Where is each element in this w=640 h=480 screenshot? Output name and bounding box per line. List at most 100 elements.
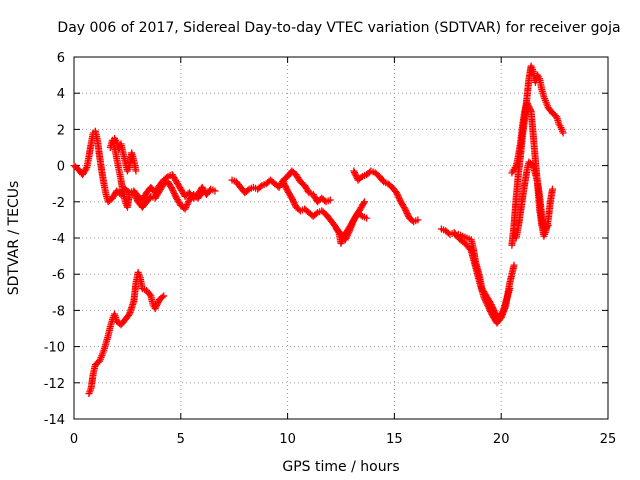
data-point	[183, 201, 191, 209]
data-point	[526, 106, 534, 114]
data-point	[363, 214, 371, 222]
data-point	[163, 174, 171, 182]
data-point	[184, 199, 192, 207]
data-point	[499, 308, 507, 316]
data-point	[525, 103, 533, 111]
data-point	[401, 205, 409, 213]
data-point	[288, 194, 296, 202]
data-point	[257, 183, 265, 191]
data-point	[506, 285, 514, 293]
y-tick-label: -14	[44, 413, 65, 428]
data-point	[153, 300, 161, 308]
data-point	[487, 301, 495, 309]
data-point	[344, 230, 352, 238]
data-point	[169, 187, 177, 195]
data-point	[395, 193, 403, 201]
data-point	[496, 312, 504, 320]
data-point	[351, 170, 359, 178]
data-points	[70, 62, 567, 398]
data-point	[548, 185, 556, 193]
data-point	[510, 261, 518, 269]
x-tick-label: 0	[70, 432, 78, 447]
data-point	[281, 181, 289, 189]
data-point	[414, 216, 422, 224]
data-point	[352, 172, 360, 180]
x-tick-labels: 0 5 10 15 20 25	[70, 432, 616, 447]
data-point	[211, 187, 219, 195]
data-point	[182, 204, 190, 212]
data-point	[393, 190, 401, 198]
data-point	[153, 302, 161, 310]
y-tick-label: -4	[52, 232, 65, 247]
data-point	[171, 191, 179, 199]
y-tick-label: 0	[57, 160, 65, 175]
x-tick-label: 10	[279, 432, 296, 447]
data-point	[181, 205, 189, 213]
x-tick-label: 5	[177, 432, 185, 447]
data-point	[559, 129, 567, 137]
data-point	[198, 189, 206, 197]
data-point	[130, 189, 138, 197]
data-point	[131, 190, 139, 198]
x-tick-label: 20	[493, 432, 510, 447]
data-point	[132, 167, 140, 175]
data-point	[244, 186, 252, 194]
data-point	[82, 165, 90, 173]
data-point	[154, 299, 162, 307]
y-tick-label: -8	[52, 304, 65, 319]
data-point	[345, 228, 353, 236]
x-axis-label: GPS time / hours	[282, 459, 399, 475]
data-point	[403, 210, 411, 218]
data-point	[312, 210, 320, 218]
data-point	[291, 200, 299, 208]
data-point	[133, 195, 141, 203]
y-axis-label: SDTVAR / TECUs	[6, 181, 22, 296]
data-point	[182, 202, 190, 210]
data-point	[402, 207, 410, 215]
data-point	[357, 211, 365, 219]
data-point	[281, 182, 289, 190]
data-point	[524, 100, 532, 108]
data-point	[394, 192, 402, 200]
y-tick-label: -12	[44, 377, 65, 392]
data-point	[132, 193, 140, 201]
data-point	[523, 98, 531, 106]
y-tick-label: -2	[52, 196, 65, 211]
x-tick-label: 15	[386, 432, 403, 447]
data-point	[280, 179, 288, 187]
data-point	[170, 188, 178, 196]
data-point	[526, 104, 534, 112]
data-point	[289, 197, 297, 205]
data-point	[343, 233, 351, 241]
data-point	[342, 234, 350, 242]
y-tick-label: -10	[44, 341, 65, 356]
data-point	[497, 311, 505, 319]
y-tick-label: -6	[52, 268, 65, 283]
data-point	[488, 302, 496, 310]
data-point	[487, 299, 495, 307]
data-point	[151, 305, 159, 313]
data-point	[395, 195, 403, 203]
data-point	[544, 221, 552, 229]
data-point	[152, 303, 160, 311]
y-tick-label: 2	[57, 123, 65, 138]
data-point	[357, 174, 365, 182]
data-point	[158, 293, 166, 301]
data-point	[351, 169, 359, 177]
data-point	[168, 185, 176, 193]
data-point	[404, 211, 412, 219]
data-point	[131, 192, 139, 200]
data-point	[393, 189, 401, 197]
data-point	[489, 305, 497, 313]
data-point	[197, 190, 205, 198]
chart-title: Day 006 of 2017, Sidereal Day-to-day VTE…	[57, 20, 620, 36]
data-point	[495, 315, 503, 323]
y-tick-labels: -14 -12 -10 -8 -6 -4 -2 0 2 4 6	[44, 51, 65, 428]
data-point	[403, 208, 411, 216]
data-point	[489, 304, 497, 312]
data-point	[282, 184, 290, 192]
data-point	[360, 199, 368, 207]
data-point	[524, 101, 532, 109]
data-point	[279, 178, 287, 186]
